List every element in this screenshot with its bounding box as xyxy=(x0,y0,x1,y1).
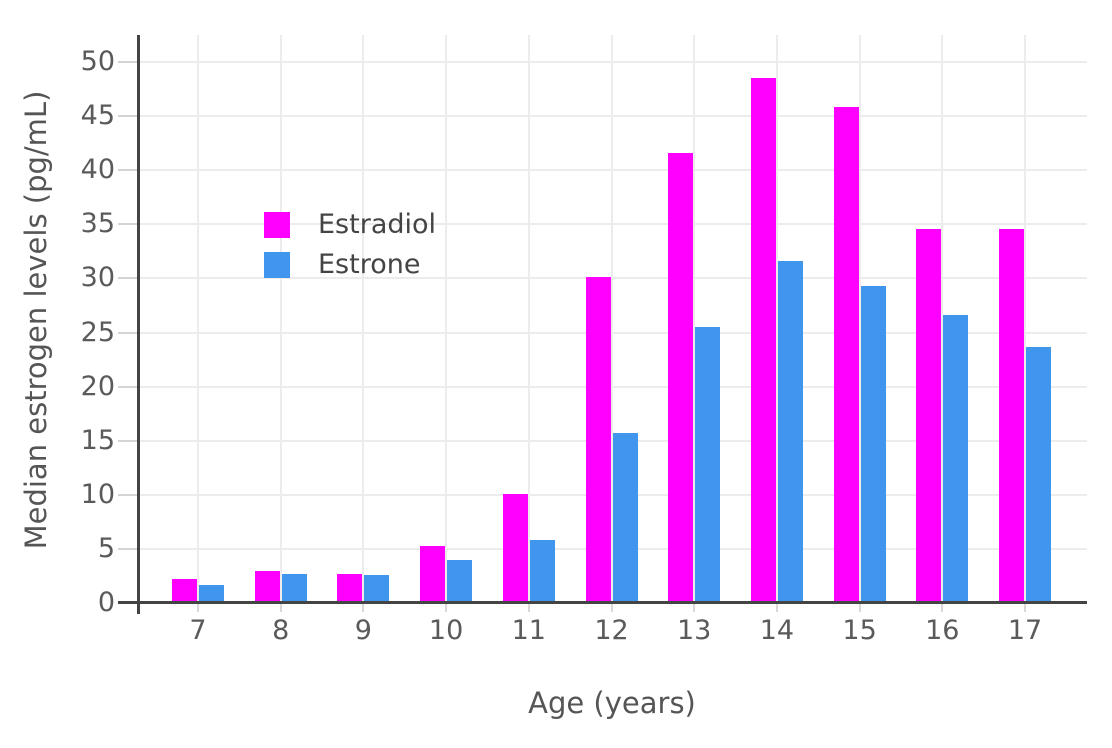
estrone-swatch xyxy=(264,251,290,278)
y-tick-45 xyxy=(118,115,137,118)
x-tick-label-12: 12 xyxy=(594,615,629,646)
bar-estrone-age-12[interactable] xyxy=(612,433,638,603)
v-gridline-15 xyxy=(858,35,861,603)
y-tick-label-20: 20 xyxy=(80,370,115,402)
x-tick-7 xyxy=(197,604,199,612)
y-tick-label-30: 30 xyxy=(80,262,115,294)
x-tick-label-9: 9 xyxy=(354,615,372,646)
x-tick-9 xyxy=(362,604,365,612)
h-gridline-40 xyxy=(137,169,1087,172)
v-gridline-12 xyxy=(610,35,613,603)
x-tick-10 xyxy=(445,604,448,612)
h-gridline-25 xyxy=(137,331,1087,334)
x-tick-label-11: 11 xyxy=(511,615,546,646)
x-tick-14 xyxy=(775,604,778,612)
y-tick-20 xyxy=(118,385,137,388)
v-gridline-16 xyxy=(941,35,944,603)
x-tick-label-10: 10 xyxy=(428,615,464,646)
h-gridline-5 xyxy=(137,547,1087,550)
y-tick-25 xyxy=(118,331,137,334)
x-axis-line xyxy=(118,601,1087,604)
y-tick-5 xyxy=(118,547,137,550)
x-tick-label-15: 15 xyxy=(842,615,877,646)
legend-label-estrone: Estrone xyxy=(318,249,421,280)
bar-estradiol-age-12[interactable] xyxy=(585,277,611,603)
x-tick-label-17: 17 xyxy=(1007,615,1043,646)
x-tick-16 xyxy=(941,604,944,612)
x-tick-12 xyxy=(610,604,613,612)
v-gridline-14 xyxy=(775,35,778,603)
bar-estradiol-age-11[interactable] xyxy=(502,493,528,603)
bar-estradiol-age-9[interactable] xyxy=(337,573,363,603)
x-tick-15 xyxy=(858,604,861,612)
bar-estrone-age-10[interactable] xyxy=(447,559,473,603)
bar-estradiol-age-15[interactable] xyxy=(833,107,859,603)
bar-estrone-age-15[interactable] xyxy=(860,286,886,603)
y-tick-50 xyxy=(118,61,137,64)
legend: Estradiol Estrone xyxy=(264,211,436,278)
y-tick-10 xyxy=(118,493,137,496)
v-gridline-8 xyxy=(279,35,282,603)
h-gridline-20 xyxy=(137,385,1087,388)
x-tick-label-7: 7 xyxy=(189,615,207,646)
bar-estrone-age-14[interactable] xyxy=(777,261,803,603)
y-tick-label-45: 45 xyxy=(80,100,115,132)
bar-estrone-age-17[interactable] xyxy=(1026,346,1051,603)
x-tick-13 xyxy=(693,604,696,612)
bar-estradiol-age-13[interactable] xyxy=(668,152,694,603)
legend-item-estrone[interactable]: Estrone xyxy=(264,251,436,278)
h-gridline-10 xyxy=(137,493,1087,496)
y-tick-label-35: 35 xyxy=(80,208,115,240)
x-tick-17 xyxy=(1024,604,1026,612)
y-axis-title: Median estrogen levels (pg/mL) xyxy=(19,90,53,550)
y-tick-40 xyxy=(118,169,137,172)
h-gridline-45 xyxy=(137,115,1087,118)
v-gridline-10 xyxy=(445,35,448,603)
y-tick-label-25: 25 xyxy=(80,316,115,348)
y-tick-35 xyxy=(118,223,137,226)
y-tick-15 xyxy=(118,439,137,442)
bar-estrone-age-11[interactable] xyxy=(529,540,555,603)
x-tick-11 xyxy=(527,604,530,612)
v-gridline-13 xyxy=(693,35,696,603)
bar-estradiol-age-14[interactable] xyxy=(750,78,776,603)
y-axis-line xyxy=(137,35,140,614)
v-gridline-7 xyxy=(197,35,199,603)
legend-item-estradiol[interactable]: Estradiol xyxy=(264,211,436,238)
h-gridline-30 xyxy=(137,277,1087,280)
h-gridline-50 xyxy=(137,61,1087,64)
bar-estrone-age-7[interactable] xyxy=(199,584,224,603)
x-tick-label-16: 16 xyxy=(925,615,960,646)
y-tick-label-5: 5 xyxy=(97,532,115,564)
bar-estradiol-age-10[interactable] xyxy=(420,545,446,603)
bar-estrone-age-9[interactable] xyxy=(364,574,390,603)
bar-estrone-age-13[interactable] xyxy=(695,327,721,603)
legend-label-estradiol: Estradiol xyxy=(318,209,437,240)
bar-estrone-age-8[interactable] xyxy=(281,573,307,603)
bar-estrone-age-16[interactable] xyxy=(943,315,969,603)
x-tick-label-13: 13 xyxy=(677,615,712,646)
v-gridline-9 xyxy=(362,35,365,603)
y-tick-label-0: 0 xyxy=(97,587,115,618)
bar-estradiol-age-8[interactable] xyxy=(254,570,280,603)
y-tick-label-40: 40 xyxy=(80,154,115,186)
v-gridline-11 xyxy=(527,35,530,603)
bar-estradiol-age-16[interactable] xyxy=(916,228,942,603)
estradiol-swatch xyxy=(264,211,290,238)
v-gridline-17 xyxy=(1024,35,1026,603)
x-tick-8 xyxy=(279,604,282,612)
x-tick-label-8: 8 xyxy=(272,615,290,646)
x-axis-title: Age (years) xyxy=(528,686,696,720)
y-tick-30 xyxy=(118,277,137,280)
y-tick-label-50: 50 xyxy=(80,46,115,78)
h-gridline-35 xyxy=(137,223,1087,226)
bar-estradiol-age-17[interactable] xyxy=(999,228,1024,603)
x-tick-label-14: 14 xyxy=(759,615,795,646)
y-tick-label-15: 15 xyxy=(80,424,115,456)
y-tick-label-10: 10 xyxy=(80,478,115,510)
bar-estradiol-age-7[interactable] xyxy=(172,579,197,603)
h-gridline-15 xyxy=(137,439,1087,442)
